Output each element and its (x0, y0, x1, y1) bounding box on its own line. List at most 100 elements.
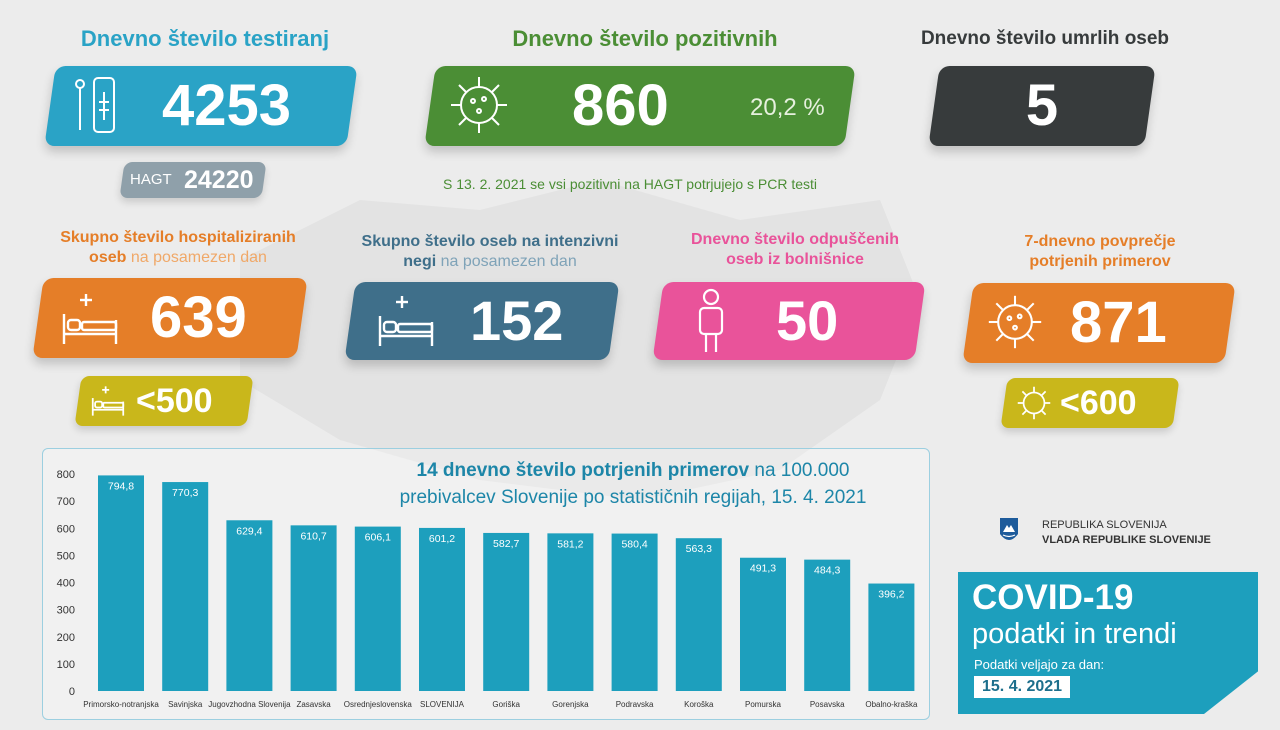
bar-value-label: 581,2 (557, 538, 583, 550)
bar-value-label: 610,7 (300, 530, 326, 542)
avg7-threshold: <600 (1060, 384, 1137, 422)
discharged-heading-line2: oseb iz bolnišnice (726, 251, 864, 268)
discharged-heading-line1: Dnevno število odpuščenih (690, 231, 900, 248)
bar-value-label: 770,3 (172, 487, 198, 499)
test-kit-icon (72, 74, 122, 136)
y-tick-label: 400 (57, 578, 75, 590)
hospitalized-card: 639 (32, 278, 308, 358)
x-category-label: Posavska (810, 700, 845, 709)
y-tick-label: 0 (69, 686, 75, 698)
covid-subtitle: podatki in trendi (972, 618, 1177, 650)
x-category-label: SLOVENIJA (420, 700, 465, 709)
bar (290, 525, 337, 691)
chart-title: 14 dnevno število potrjenih primerov na … (343, 457, 923, 511)
x-category-label: Pomurska (745, 700, 782, 709)
covid-title: COVID-19 (972, 578, 1134, 617)
bar (868, 583, 915, 691)
bar-value-label: 580,4 (621, 539, 647, 551)
bar-value-label: 601,2 (429, 533, 455, 545)
bar (354, 526, 401, 691)
bar-value-label: 563,3 (686, 543, 712, 555)
branding-line2: VLADA REPUBLIKE SLOVENIJE (1042, 534, 1211, 546)
avg7-heading-line1: 7-dnevno povprečje (1024, 233, 1176, 250)
bar (226, 520, 273, 691)
bar-value-label: 629,4 (236, 525, 262, 537)
testing-heading: Dnevno število testiranj (80, 26, 330, 51)
bar (547, 533, 594, 691)
discharged-value: 50 (776, 289, 839, 352)
positive-percent: 20,2 % (750, 94, 825, 121)
covid-info-box: COVID-19 podatki in trendi Podatki velja… (958, 572, 1258, 714)
chart-panel: 0 100 200 300 400 500 600 700 800 794,8 Primorsko-… (42, 448, 930, 720)
branding-line1: REPUBLIKA SLOVENIJA (1042, 519, 1167, 531)
government-branding: REPUBLIKA SLOVENIJA VLADA REPUBLIKE SLOV… (998, 516, 1218, 550)
hospitalized-value: 639 (150, 285, 247, 350)
y-tick-label: 100 (57, 659, 75, 671)
hospitalized-heading: Skupno število hospitaliziranih oseb na … (40, 228, 316, 268)
avg7-value: 871 (1070, 290, 1167, 355)
x-category-label: Primorsko-notranjska (83, 700, 159, 709)
icu-heading-bold2: negi (403, 253, 437, 270)
y-tick-label: 300 (57, 605, 75, 617)
icu-heading: Skupno število oseb na intenzivni negi n… (345, 232, 635, 272)
testing-value: 4253 (162, 73, 292, 138)
bar-value-label: 606,1 (365, 532, 391, 544)
bar (611, 533, 658, 691)
person-icon (696, 288, 726, 354)
icu-heading-bold: Skupno število oseb na intenzivni (361, 233, 619, 250)
positive-note: S 13. 2. 2021 se vsi pozitivni na HAGT p… (442, 176, 818, 192)
hagt-value: 24220 (184, 166, 254, 194)
bar-chart: 0 100 200 300 400 500 600 700 800 794,8 Primorsko-… (57, 469, 918, 709)
chart-title-bold: 14 dnevno število potrjenih primerov (416, 460, 750, 481)
bar-value-label: 484,3 (814, 565, 840, 577)
virus-avg-icon (986, 293, 1044, 351)
covid-date: 15. 4. 2021 (974, 676, 1071, 698)
bar (740, 557, 786, 691)
bar (804, 559, 851, 691)
hospitalized-heading-bold: Skupno število hospitaliziranih (60, 229, 296, 246)
icu-card: 152 (344, 282, 620, 360)
y-tick-label: 200 (57, 632, 75, 644)
positive-card: 860 20,2 % (424, 66, 856, 146)
bar (162, 482, 209, 691)
bar (483, 532, 530, 691)
icu-value: 152 (470, 289, 564, 352)
x-category-label: Gorenjska (552, 700, 589, 709)
x-category-label: Osrednjeslovenska (344, 700, 413, 709)
coat-of-arms-icon (1000, 518, 1018, 540)
deaths-card: 5 (928, 66, 1156, 146)
discharged-card: 50 (652, 282, 926, 360)
y-tick-label: 800 (57, 469, 75, 481)
virus-icon (448, 74, 510, 136)
chart-title-light: na 100.000 (749, 460, 850, 481)
hospital-bed-small-icon (90, 384, 126, 418)
covid-valid-label: Podatki veljajo za dan: (974, 657, 1105, 672)
y-tick-label: 600 (57, 523, 75, 535)
bar-value-label: 396,2 (878, 589, 904, 601)
avg7-card: 871 (962, 283, 1236, 363)
hospitalized-heading-light: na posamezen dan (126, 249, 267, 266)
positive-value: 860 (572, 73, 669, 138)
testing-card: 4253 (44, 66, 358, 146)
positive-heading: Dnevno število pozitivnih (512, 26, 778, 51)
x-category-label: Goriška (492, 700, 520, 709)
x-category-label: Obalno-kraška (865, 700, 918, 709)
hagt-badge: HAGT 24220 (119, 162, 267, 198)
virus-small-icon (1016, 385, 1052, 421)
avg7-threshold-badge: <600 (1000, 378, 1180, 428)
avg7-heading: 7-dnevno povprečje potrjenih primerov (966, 232, 1234, 272)
hospital-bed-icon (60, 290, 120, 348)
hospitalized-threshold-badge: <500 (74, 376, 254, 426)
deaths-heading: Dnevno število umrlih oseb (920, 28, 1170, 49)
icu-bed-icon (376, 292, 436, 350)
x-category-label: Podravska (616, 700, 654, 709)
bar (98, 475, 144, 691)
avg7-heading-line2: potrjenih primerov (1029, 253, 1171, 270)
x-category-label: Savinjska (168, 700, 203, 709)
x-category-label: Koroška (684, 700, 714, 709)
hagt-label: HAGT (130, 171, 172, 188)
x-category-label: Jugovzhodna Slovenija (208, 700, 291, 709)
discharged-heading: Dnevno število odpuščenih oseb iz bolniš… (660, 230, 930, 270)
deaths-value: 5 (1025, 73, 1059, 138)
bar-value-label: 794,8 (108, 480, 134, 492)
